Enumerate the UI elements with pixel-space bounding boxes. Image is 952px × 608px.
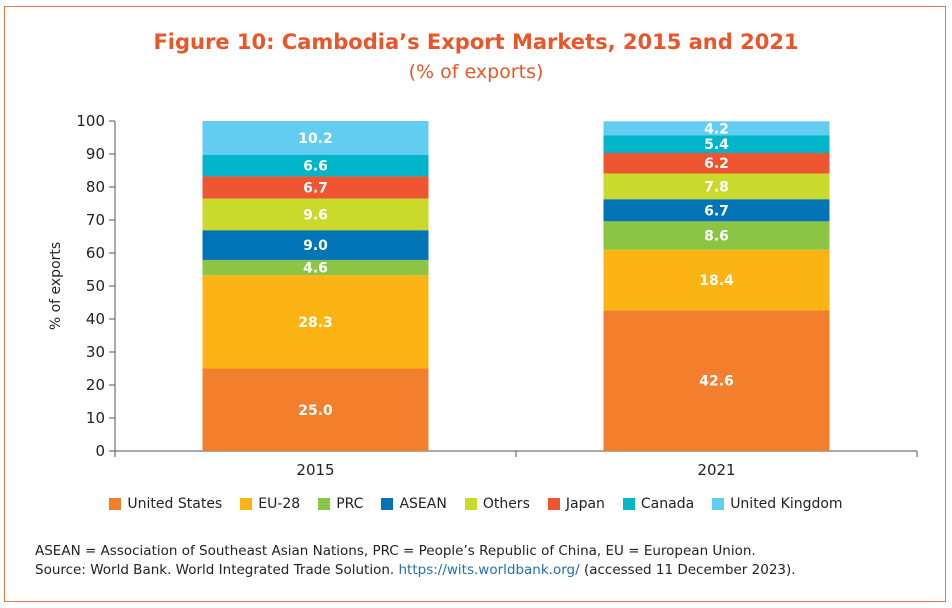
figure-footer: ASEAN = Association of Southeast Asian N… <box>35 542 796 580</box>
legend-label-united-kingdom: United Kingdom <box>730 496 843 512</box>
legend-swatch-asean <box>381 498 394 510</box>
bars-group: 25.0 28.3 4.6 9.0 9.6 6.7 6.6 10.2 42.6 18.4 8.6 6.… <box>202 121 830 451</box>
legend-swatch-eu-28 <box>240 498 253 510</box>
y-tick-label: 30 <box>86 343 105 361</box>
chart-subtitle: (% of exports) <box>408 61 544 83</box>
bar-segment-eu-28-2015 <box>202 275 429 369</box>
y-tick-label: 10 <box>86 409 105 427</box>
legend-label-eu-28: EU-28 <box>258 496 301 512</box>
y-tick-label: 70 <box>86 211 105 229</box>
legend-item-united-states: United States <box>109 496 222 512</box>
legend-label-prc: PRC <box>336 496 364 512</box>
legend-swatch-united-states <box>109 498 122 510</box>
data-label-canada-2015: 6.6 <box>303 159 328 175</box>
legend-swatch-united-kingdom <box>712 498 725 510</box>
y-tick-label: 0 <box>95 442 105 460</box>
bar-segment-prc-2021 <box>603 221 830 250</box>
x-tick-label: 2015 <box>296 461 334 479</box>
source-suffix: (accessed 11 December 2023). <box>579 562 796 578</box>
chart-legend: United States EU-28 PRC ASEAN Others Japan Can… <box>0 496 952 512</box>
data-label-eu-28-2015: 28.3 <box>298 315 333 331</box>
y-tick-label: 50 <box>86 277 105 295</box>
x-axis: 2015 2021 <box>114 450 918 479</box>
y-tick-label: 60 <box>86 244 105 262</box>
legend-item-others: Others <box>464 496 530 512</box>
y-tick-label: 100 <box>76 112 105 130</box>
legend-swatch-japan <box>547 498 560 510</box>
data-label-asean-2015: 9.0 <box>303 238 328 254</box>
bar-segment-united-states-2015 <box>202 368 429 451</box>
legend-item-united-kingdom: United Kingdom <box>712 496 843 512</box>
data-label-eu-28-2021: 18.4 <box>699 273 734 289</box>
legend-item-asean: ASEAN <box>381 496 447 512</box>
legend-swatch-others <box>464 498 477 510</box>
stacked-bar-chart: 0 10 20 30 40 50 60 70 80 90 100 2015 2021 25.0 28.3… <box>48 112 918 479</box>
y-tick-label: 90 <box>86 145 105 163</box>
legend-label-asean: ASEAN <box>399 496 447 512</box>
bar-segment-asean-2015 <box>202 230 429 260</box>
data-label-japan-2021: 6.2 <box>704 156 729 172</box>
source-line: Source: World Bank. World Integrated Tra… <box>35 561 796 580</box>
abbreviations-note: ASEAN = Association of Southeast Asian N… <box>35 543 756 559</box>
data-label-japan-2015: 6.7 <box>303 180 328 196</box>
chart-title: Figure 10: Cambodia’s Export Markets, 20… <box>153 30 799 54</box>
legend-swatch-canada <box>622 498 635 510</box>
data-label-prc-2021: 8.6 <box>704 229 729 245</box>
bar-segment-canada-2015 <box>202 154 429 177</box>
source-prefix: Source: World Bank. World Integrated Tra… <box>35 562 399 578</box>
data-label-united-kingdom-2015: 10.2 <box>298 131 333 147</box>
data-label-prc-2015: 4.6 <box>303 261 328 277</box>
legend-item-eu-28: EU-28 <box>240 496 300 512</box>
legend-label-japan: Japan <box>565 496 605 512</box>
legend-label-united-states: United States <box>127 496 223 512</box>
figure-frame <box>4 6 946 602</box>
bar-segment-prc-2015 <box>202 259 429 276</box>
bar-segment-united-kingdom-2015 <box>202 121 429 155</box>
legend-label-others: Others <box>482 496 530 512</box>
legend-item-japan: Japan <box>547 496 605 512</box>
data-label-united-kingdom-2021: 4.2 <box>704 121 729 137</box>
data-label-united-states-2015: 25.0 <box>298 403 333 419</box>
bar-segment-japan-2015 <box>202 176 429 199</box>
data-label-others-2015: 9.6 <box>303 207 328 223</box>
y-axis-label: % of exports <box>48 242 64 330</box>
bar-segment-canada-2021 <box>603 135 830 154</box>
legend-label-canada: Canada <box>640 496 695 512</box>
bar-segment-eu-28-2021 <box>603 249 830 311</box>
data-label-united-states-2021: 42.6 <box>699 374 734 390</box>
bar-segment-united-kingdom-2021 <box>603 121 830 136</box>
bar-segment-japan-2021 <box>603 153 830 174</box>
y-tick-label: 20 <box>86 376 105 394</box>
source-link[interactable]: https://wits.worldbank.org/ <box>398 562 580 578</box>
bar-segment-others-2015 <box>202 198 429 231</box>
x-tick-label: 2021 <box>697 461 735 479</box>
y-tick-label: 40 <box>86 310 105 328</box>
y-tick-label: 80 <box>86 178 105 196</box>
bar-segment-others-2021 <box>603 173 830 200</box>
legend-item-prc: PRC <box>318 496 363 512</box>
y-axis: 0 10 20 30 40 50 60 70 80 90 100 <box>76 112 116 460</box>
data-label-others-2021: 7.8 <box>704 179 729 195</box>
data-label-canada-2021: 5.4 <box>704 137 729 153</box>
bar-segment-united-states-2021 <box>603 310 830 451</box>
legend-swatch-prc <box>318 498 331 510</box>
data-label-asean-2021: 6.7 <box>704 203 729 219</box>
legend-item-canada: Canada <box>622 496 695 512</box>
bar-segment-asean-2021 <box>603 199 830 222</box>
